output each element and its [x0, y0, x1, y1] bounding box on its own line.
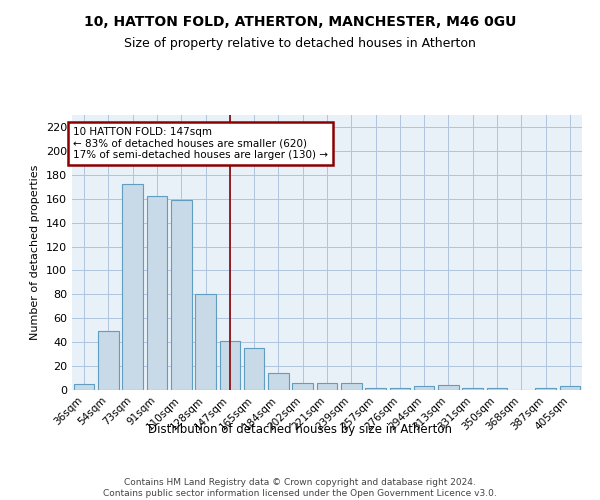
Bar — [244, 348, 265, 390]
Bar — [171, 200, 191, 390]
Bar — [463, 388, 483, 390]
Bar — [268, 374, 289, 390]
Bar — [535, 388, 556, 390]
Bar — [146, 196, 167, 390]
Bar — [560, 386, 580, 390]
Bar — [487, 388, 508, 390]
Bar — [195, 294, 216, 390]
Text: Distribution of detached houses by size in Atherton: Distribution of detached houses by size … — [148, 422, 452, 436]
Bar — [365, 388, 386, 390]
Bar — [438, 385, 459, 390]
Bar — [389, 388, 410, 390]
Bar — [98, 332, 119, 390]
Bar — [74, 384, 94, 390]
Text: 10, HATTON FOLD, ATHERTON, MANCHESTER, M46 0GU: 10, HATTON FOLD, ATHERTON, MANCHESTER, M… — [84, 15, 516, 29]
Bar — [122, 184, 143, 390]
Text: Contains HM Land Registry data © Crown copyright and database right 2024.
Contai: Contains HM Land Registry data © Crown c… — [103, 478, 497, 498]
Text: Size of property relative to detached houses in Atherton: Size of property relative to detached ho… — [124, 38, 476, 51]
Bar — [414, 386, 434, 390]
Bar — [317, 383, 337, 390]
Bar — [292, 383, 313, 390]
Text: 10 HATTON FOLD: 147sqm
← 83% of detached houses are smaller (620)
17% of semi-de: 10 HATTON FOLD: 147sqm ← 83% of detached… — [73, 127, 328, 160]
Y-axis label: Number of detached properties: Number of detached properties — [31, 165, 40, 340]
Bar — [220, 341, 240, 390]
Bar — [341, 383, 362, 390]
